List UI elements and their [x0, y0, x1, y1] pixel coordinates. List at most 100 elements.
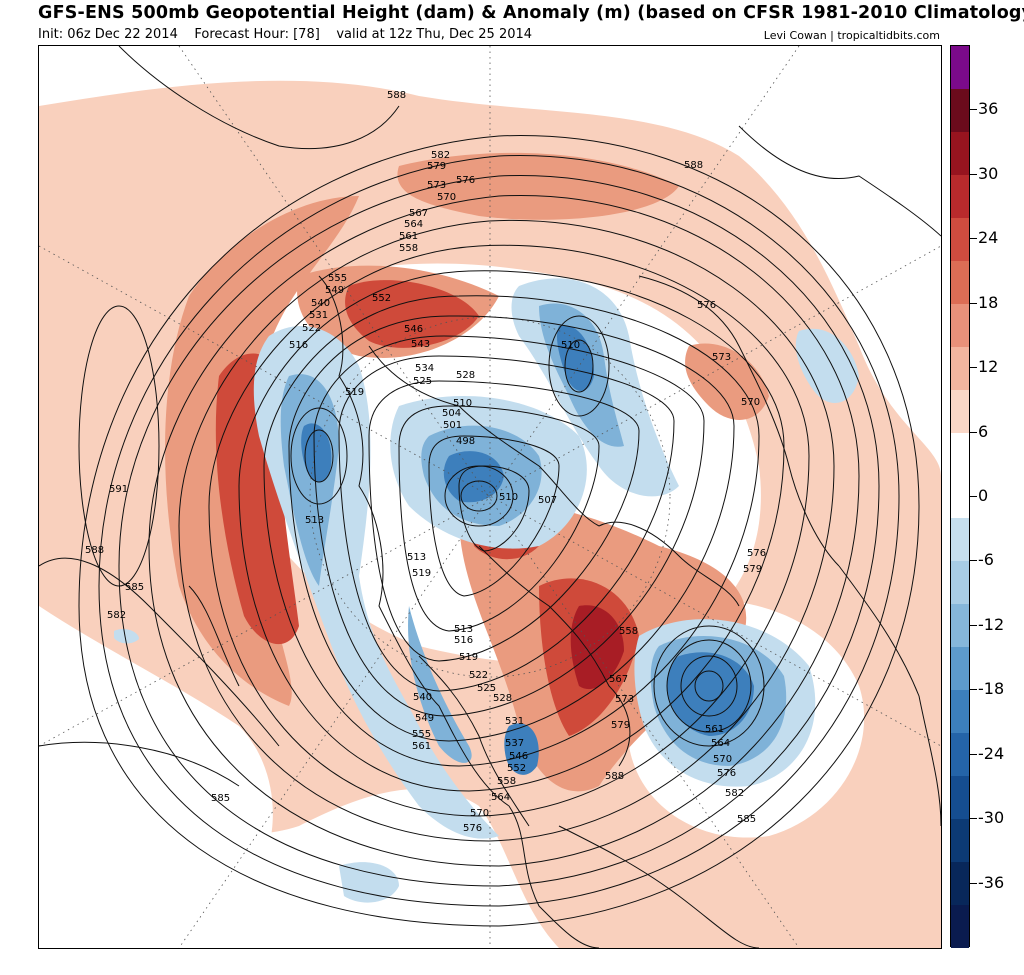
colorbar-segment: [951, 647, 969, 691]
contour-label-522-w: 522: [302, 323, 321, 334]
init-time: Init: 06z Dec 22 2014: [38, 27, 178, 42]
colorbar-tick: [970, 431, 977, 433]
contour-label-582: 582: [431, 150, 450, 161]
colorbar-tick: [970, 882, 977, 884]
contour-label-570-s: 570: [470, 808, 489, 819]
contour-label-519-b: 519: [412, 568, 431, 579]
contour-label-570: 570: [437, 192, 456, 203]
colorbar-tick-label: -30: [978, 808, 1005, 828]
anomaly-colorbar: [950, 45, 970, 949]
contour-label-585-sw: 585: [211, 793, 230, 804]
contour-label-558-s: 558: [497, 776, 516, 787]
colorbar-segment: [951, 905, 969, 949]
colorbar-segment: [951, 819, 969, 863]
contour-label-546-s: 546: [509, 751, 528, 762]
contour-label-525-s: 525: [477, 683, 496, 694]
contour-label-540-s: 540: [413, 692, 432, 703]
contour-label-588-ne: 588: [684, 160, 703, 171]
colorbar-tick: [970, 818, 977, 820]
colorbar-tick-label: -24: [978, 743, 1005, 763]
credit-text: Levi Cowan | tropicaltidbits.com: [763, 29, 940, 42]
contour-label-531-w: 531: [309, 310, 328, 321]
colorbar-segment: [951, 561, 969, 605]
contour-label-585-e: 585: [737, 814, 756, 825]
contour-label-543: 543: [411, 339, 430, 350]
contour-label-585-w: 585: [125, 582, 144, 593]
colorbar-tick: [970, 109, 977, 111]
colorbar-tick-label: -12: [978, 614, 1005, 634]
colorbar-tick: [970, 302, 977, 304]
contour-label-579: 579: [427, 161, 446, 172]
contour-label-504: 504: [442, 408, 461, 419]
contour-label-546: 546: [404, 324, 423, 335]
contour-label-582-e: 582: [725, 788, 744, 799]
contour-label-528-s: 528: [493, 693, 512, 704]
contour-label-576: 576: [456, 175, 475, 186]
colorbar-tick-label: 12: [978, 357, 999, 377]
colorbar-segment: [951, 776, 969, 820]
contour-label-516-w: 516: [289, 340, 308, 351]
colorbar-segment: [951, 46, 969, 90]
contour-label-576-at: 576: [747, 548, 766, 559]
contour-label-501: 501: [443, 420, 462, 431]
colorbar-segment: [951, 260, 969, 305]
colorbar-tick: [970, 753, 977, 755]
contour-label-510-b: 510: [499, 492, 518, 503]
contour-label-579-a: 579: [611, 720, 630, 731]
colorbar-tick-label: 6: [978, 421, 989, 441]
contour-label-564: 564: [404, 219, 423, 230]
contour-label-591: 591: [109, 484, 128, 495]
contour-label-558: 558: [399, 243, 418, 254]
contour-label-510: 510: [453, 398, 472, 409]
contour-label-561-s: 561: [412, 741, 431, 752]
forecast-hour: Forecast Hour: [78]: [194, 27, 320, 42]
contour-label-549-w: 549: [325, 285, 344, 296]
contour-label-510-eu: 510: [561, 340, 580, 351]
colorbar-tick-label: 30: [978, 163, 999, 183]
contour-label-531-s: 531: [505, 716, 524, 727]
colorbar-tick-label: -6: [978, 550, 994, 570]
forecast-info: Init: 06z Dec 22 2014 Forecast Hour: [78…: [38, 27, 532, 42]
contour-label-552-s: 552: [507, 763, 526, 774]
colorbar-tick: [970, 560, 977, 562]
contour-label-588-w: 588: [85, 545, 104, 556]
contour-label-507: 507: [538, 495, 557, 506]
colorbar-segment: [951, 88, 969, 133]
colorbar-segment: [951, 217, 969, 262]
contour-label-552: 552: [372, 293, 391, 304]
map-panel: 588 582 579 576 573 570 567 564 561 558 …: [38, 45, 942, 949]
colorbar-segment: [951, 690, 969, 734]
colorbar-tick: [970, 173, 977, 175]
contour-label-534: 534: [415, 363, 434, 374]
colorbar-tick: [970, 238, 977, 240]
contour-label-573-a: 573: [615, 694, 634, 705]
colorbar-tick-label: 36: [978, 99, 999, 119]
colorbar-tick: [970, 624, 977, 626]
contour-label-588: 588: [387, 90, 406, 101]
colorbar-tick: [970, 689, 977, 691]
contour-label-525: 525: [413, 376, 432, 387]
contour-label-540-w: 540: [311, 298, 330, 309]
contour-label-570-e: 570: [741, 397, 760, 408]
colorbar-segment: [951, 174, 969, 219]
contour-label-576-e: 576: [697, 300, 716, 311]
colorbar-tick: [970, 496, 977, 497]
colorbar-segment: [951, 389, 969, 434]
contour-label-561: 561: [399, 231, 418, 242]
colorbar-segment: [951, 303, 969, 348]
contour-label-555-s: 555: [412, 729, 431, 740]
map-title: GFS-ENS 500mb Geopotential Height (dam) …: [38, 3, 1024, 23]
contour-label-549-s: 549: [415, 713, 434, 724]
colorbar-segment: [951, 862, 969, 906]
colorbar-segment: [951, 604, 969, 648]
contour-label-513-w: 513: [305, 515, 324, 526]
contour-label-537-s: 537: [505, 738, 524, 749]
contour-label-567-a: 567: [609, 674, 628, 685]
contour-label-573: 573: [427, 180, 446, 191]
colorbar-tick: [970, 367, 977, 369]
contour-label-519-c: 519: [459, 652, 478, 663]
positive-anomaly-max: [570, 605, 624, 690]
contour-label-564-s: 564: [491, 792, 510, 803]
contour-label-522-s: 522: [469, 670, 488, 681]
contour-label-561-e: 561: [705, 724, 724, 735]
